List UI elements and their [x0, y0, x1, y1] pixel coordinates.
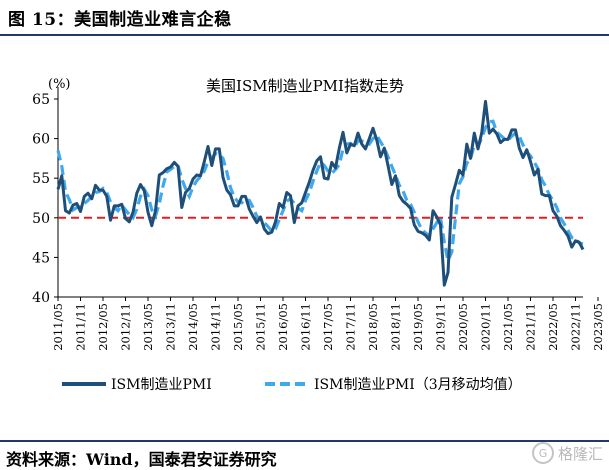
x-tick-label: 2021/05 — [501, 303, 515, 351]
x-tick-label: 2015/05 — [231, 303, 245, 351]
y-tick-label: 50 — [32, 211, 50, 227]
x-axis: 2011/05 2011/11 2012/05 2012/11 2013/05 2013/… — [51, 296, 605, 351]
x-tick-label: 2022/05 — [546, 303, 560, 351]
x-tick-label: 2011/05 — [51, 303, 65, 351]
x-tick-label: 2017/11 — [344, 303, 358, 351]
top-rule — [0, 34, 609, 36]
chart-title: 美国ISM制造业PMI指数走势 — [206, 77, 404, 95]
x-tick-label: 2015/11 — [254, 303, 268, 351]
y-axis-unit: (%) — [48, 77, 71, 92]
x-tick-label: 2018/11 — [389, 303, 403, 351]
x-tick-label: 2019/11 — [434, 303, 448, 351]
x-tick-label: 2013/11 — [164, 303, 178, 351]
legend: ISM制造业PMI ISM制造业PMI（3月移动均值） — [62, 377, 522, 393]
x-tick-label: 2011/11 — [74, 303, 88, 351]
y-tick-label: 65 — [32, 92, 50, 108]
watermark-text: 格隆汇 — [557, 444, 603, 463]
x-tick-label: 2017/05 — [321, 303, 335, 351]
x-tick-label: 2013/05 — [141, 303, 155, 351]
x-tick-label: 2020/11 — [479, 303, 493, 351]
x-tick-label: 2023/05 — [591, 303, 605, 351]
y-tick-label: 40 — [32, 290, 50, 306]
figure-title: 图 15：美国制造业难言企稳 — [8, 10, 232, 30]
x-tick-label: 2019/05 — [411, 303, 425, 351]
x-tick-label: 2016/11 — [299, 303, 313, 351]
x-tick-label: 2014/11 — [209, 303, 223, 351]
bottom-rule — [0, 440, 609, 442]
x-tick-label: 2021/11 — [524, 303, 538, 351]
y-tick-label: 60 — [32, 132, 50, 148]
pmi-line-chart: 美国ISM制造业PMI指数走势 (%) 40 45 50 55 60 65 2011/05… — [32, 77, 605, 393]
x-tick-label: 2016/05 — [276, 303, 290, 351]
legend-label-ism-pmi: ISM制造业PMI — [111, 377, 212, 393]
y-tick-label: 55 — [32, 171, 50, 187]
x-tick-label: 2022/11 — [569, 303, 583, 351]
x-tick-label: 2012/11 — [119, 303, 133, 351]
watermark: G 格隆汇 — [531, 442, 603, 464]
y-tick-label: 45 — [32, 250, 50, 266]
x-tick-label: 2014/05 — [186, 303, 200, 351]
source-note: 资料来源：Wind，国泰君安证券研究 — [6, 450, 277, 469]
x-tick-label: 2020/05 — [456, 303, 470, 351]
series-line-ism-pmi — [56, 99, 585, 287]
x-tick-label: 2018/05 — [366, 303, 380, 351]
watermark-logo-icon: G — [531, 442, 554, 464]
x-tick-label: 2012/05 — [96, 303, 110, 351]
y-axis: 40 45 50 55 60 65 — [32, 87, 59, 306]
legend-label-3m-moving-average: ISM制造业PMI（3月移动均值） — [314, 377, 522, 393]
